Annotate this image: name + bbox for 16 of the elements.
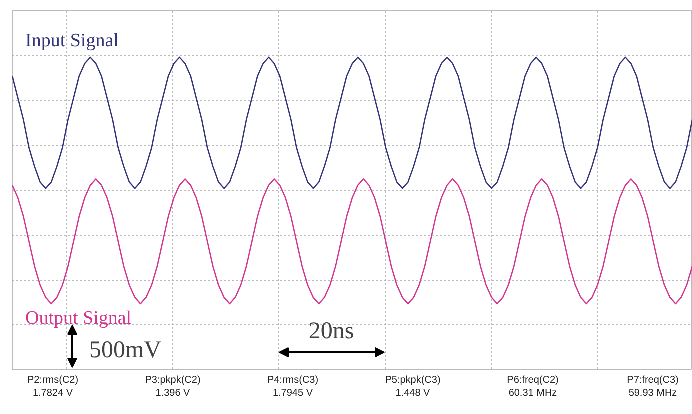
text: 1.396 V (156, 388, 190, 399)
text: P3:pkpk(C2) (145, 375, 201, 386)
text: P5:pkpk(C3) (385, 375, 441, 386)
text: 60.31 MHz (508, 388, 558, 399)
text: P6:freq(C2) (507, 375, 559, 386)
text: P4:rms(C3) (267, 375, 319, 386)
text: P2:rms(C2) (27, 375, 79, 386)
annotation: 20ns (308, 318, 354, 344)
text: 1.7824 V (32, 388, 74, 399)
text: 59.93 MHz (628, 388, 678, 399)
series-label: Input Signal (26, 30, 119, 52)
annotation: 500mV (90, 338, 162, 364)
text: 1.448 V (396, 388, 430, 399)
text: P7:freq(C3) (627, 375, 679, 386)
series-label: Output Signal (26, 308, 132, 329)
text: 1.7945 V (272, 388, 314, 399)
